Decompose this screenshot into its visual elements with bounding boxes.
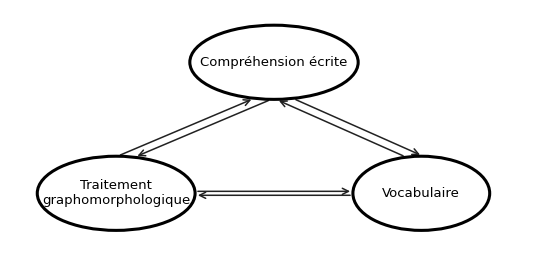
Text: Vocabulaire: Vocabulaire <box>383 187 460 200</box>
Ellipse shape <box>190 25 358 99</box>
Text: Traitement
graphomorphologique: Traitement graphomorphologique <box>42 179 190 207</box>
Text: Compréhension écrite: Compréhension écrite <box>201 56 347 69</box>
Ellipse shape <box>353 156 490 230</box>
Ellipse shape <box>37 156 195 230</box>
